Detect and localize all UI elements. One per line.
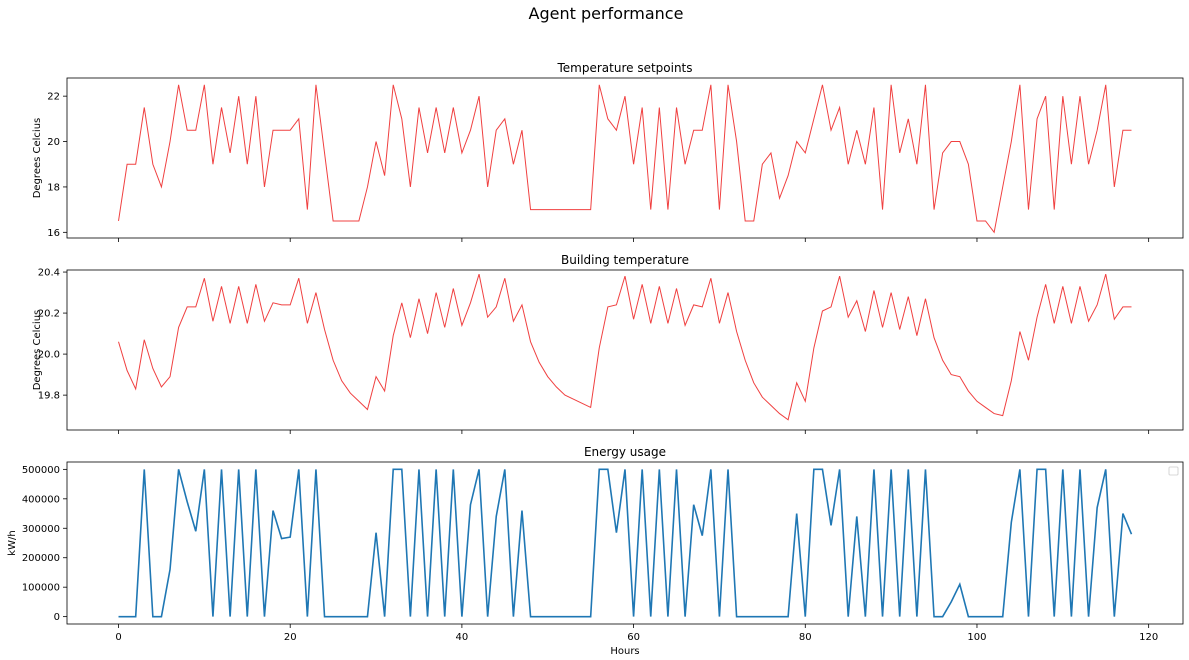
x-tick-label: 100 [967,632,986,643]
y-tick-label: 20.0 [38,350,60,361]
figure-title: Agent performance [529,4,684,23]
subplot-energy-usage: Energy usage 0 100000 200000 300000 400000 500… [7,445,1184,657]
x-tick-label: 40 [456,632,469,643]
axes-frame [66,77,1184,239]
x-tick-label: 120 [1139,632,1158,643]
y-tick-label: 200000 [22,553,60,564]
subplot-title: Temperature setpoints [556,61,692,75]
y-tick-label: 20.4 [38,268,60,279]
y-tick-label: 400000 [22,494,60,505]
y-tick-label: 100000 [22,583,60,594]
y-axis-label: Degrees Celcius [32,310,43,391]
y-tick-label: 22 [47,92,60,103]
x-axis-label: Hours [610,646,639,657]
x-tick-label: 60 [627,632,640,643]
subplot-title: Building temperature [561,253,689,267]
subplots: Temperature setpoints 16 18 20 22 Degrees Cel… [7,61,1184,657]
series-line [118,468,1133,618]
y-tick-label: 19.8 [38,391,60,402]
subplot-title: Energy usage [584,445,666,459]
y-tick-label: 16 [47,228,60,239]
legend-box [1168,466,1179,476]
y-axis-label: Degrees Celcius [32,118,43,199]
y-tick-label: 300000 [22,524,60,535]
y-tick-label: 20 [47,137,60,148]
x-tick-label: 0 [115,632,121,643]
axes-frame [66,461,1184,625]
y-tick-label: 0 [54,612,60,623]
x-tick-label: 20 [284,632,297,643]
y-tick-label: 500000 [22,465,60,476]
series-line [118,273,1132,421]
axes-frame [66,269,1184,431]
y-axis-label: kW/h [7,530,18,555]
subplot-building-temperature: Building temperature 19.8 20.0 20.2 20.4 Degr… [32,253,1184,434]
series-line [118,84,1132,234]
y-tick-label: 20.2 [38,309,60,320]
x-tick-label: 80 [799,632,812,643]
y-tick-label: 18 [47,182,60,193]
subplot-temperature-setpoints: Temperature setpoints 16 18 20 22 Degrees Cel… [32,61,1184,242]
